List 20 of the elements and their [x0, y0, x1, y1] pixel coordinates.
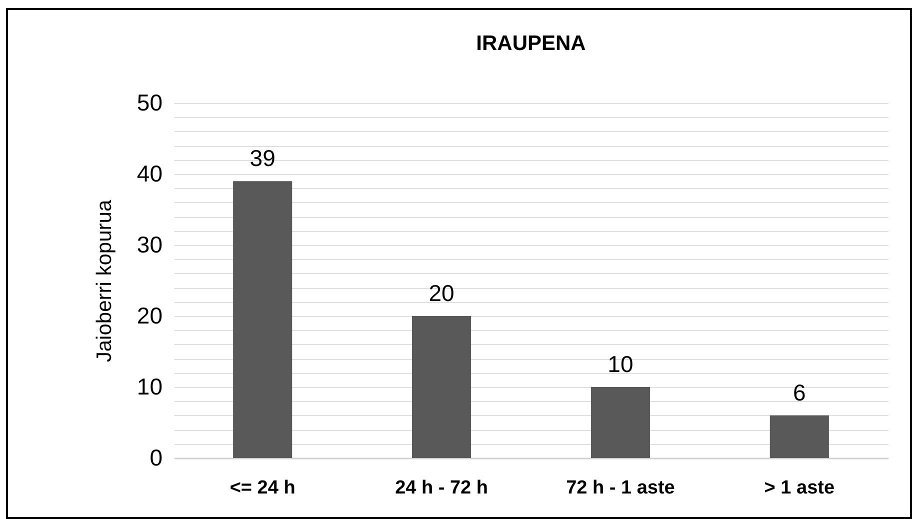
chart-title: IRAUPENA	[476, 32, 586, 55]
y-tick-label: 50	[136, 90, 162, 116]
y-tick-label: 20	[136, 302, 162, 328]
data-label: 10	[608, 351, 634, 377]
x-tick-label: 24 h - 72 h	[395, 478, 488, 498]
bar	[590, 387, 650, 458]
x-tick-label: 72 h - 1 aste	[566, 478, 675, 498]
y-tick-label: 0	[150, 444, 162, 470]
bar	[770, 415, 829, 458]
y-tick-label: 30	[136, 232, 162, 258]
y-tick-label: 10	[136, 374, 162, 400]
bar	[233, 181, 292, 458]
x-tick-label: <= 24 h	[230, 478, 296, 498]
y-axis-title: Jaioberri kopurua	[92, 200, 116, 362]
x-tick-label: > 1 aste	[764, 478, 835, 498]
data-label: 20	[428, 280, 454, 306]
y-tick-label: 40	[136, 160, 162, 186]
data-label: 39	[250, 145, 276, 172]
bar	[412, 316, 472, 458]
data-label: 6	[793, 379, 806, 406]
